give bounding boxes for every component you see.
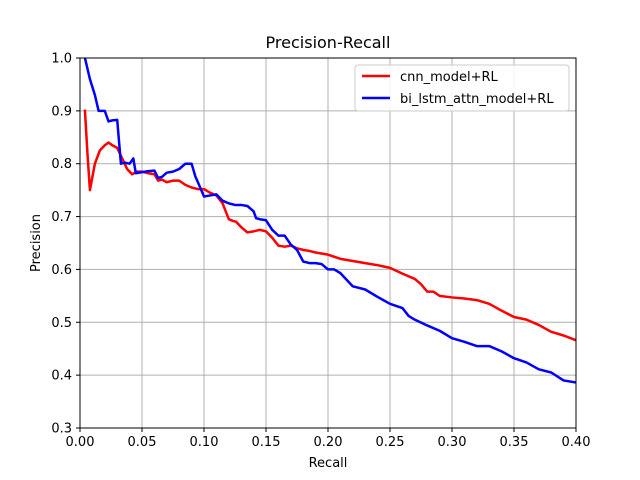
legend-label-bi-lstm: bi_lstm_attn_model+RL <box>400 92 554 107</box>
y-tick-label: 0.7 <box>51 210 72 225</box>
y-tick-label: 0.5 <box>51 316 72 331</box>
x-tick-label: 0.15 <box>252 435 281 450</box>
x-tick-label: 0.40 <box>562 435 591 450</box>
x-tick-label: 0.00 <box>66 435 95 450</box>
x-tick-label: 0.35 <box>500 435 529 450</box>
legend-box <box>354 64 570 112</box>
series-line-bi-lstm <box>83 58 576 384</box>
y-tick-label: 0.8 <box>51 157 72 172</box>
y-tick-label: 0.3 <box>51 422 72 437</box>
y-tick-label: 1.0 <box>51 52 72 67</box>
x-tick-label: 0.25 <box>376 435 405 450</box>
y-tick-label: 0.9 <box>51 104 72 119</box>
ticks: 0.00 0.05 0.10 0.15 0.20 0.25 0.30 0.35 0.40 0.3 0… <box>51 52 590 451</box>
x-tick-label: 0.10 <box>190 435 219 450</box>
x-tick-label: 0.20 <box>314 435 343 450</box>
y-tick-label: 0.6 <box>51 263 72 278</box>
legend: cnn_model+RL bi_lstm_attn_model+RL <box>354 64 570 112</box>
series-layer <box>83 58 576 384</box>
x-tick-label: 0.05 <box>128 435 157 450</box>
legend-label-cnn: cnn_model+RL <box>400 70 499 85</box>
y-axis-label: Precision <box>29 214 44 272</box>
x-tick-label: 0.30 <box>438 435 467 450</box>
chart-title: Precision-Recall <box>266 33 391 52</box>
y-tick-label: 0.4 <box>51 369 72 384</box>
x-axis-label: Recall <box>309 456 348 471</box>
series-line-cnn <box>83 109 576 342</box>
